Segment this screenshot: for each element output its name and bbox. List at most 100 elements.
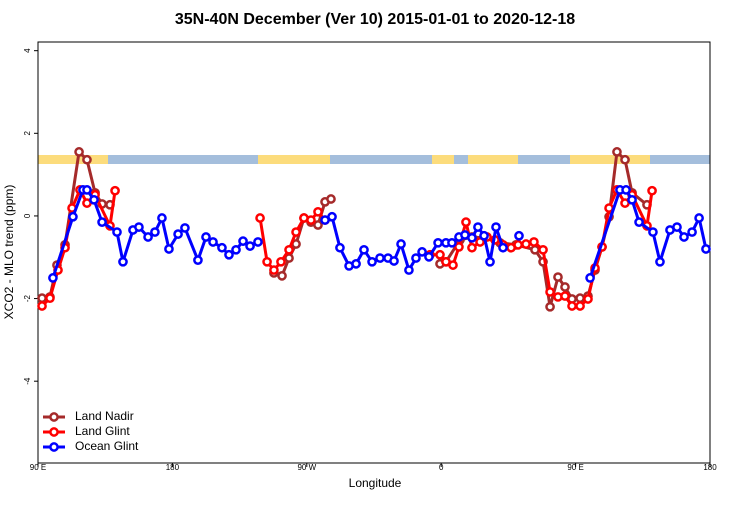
point: [575, 301, 585, 311]
point: [435, 249, 445, 260]
x-tick-label: 0: [439, 463, 444, 472]
point: [567, 301, 577, 311]
point: [313, 220, 323, 230]
point: [217, 242, 227, 253]
point: [417, 247, 427, 257]
point: [313, 206, 323, 217]
point: [583, 294, 593, 304]
point: [647, 185, 657, 196]
point: [306, 215, 316, 225]
point: [37, 301, 47, 311]
point: [529, 237, 539, 247]
x-tick-label: 180: [166, 463, 180, 472]
point: [45, 293, 55, 304]
point: [521, 239, 531, 249]
point: [672, 222, 682, 232]
point: [164, 244, 174, 254]
point: [560, 282, 570, 292]
point: [173, 229, 183, 239]
point: [627, 194, 637, 205]
point: [396, 239, 406, 249]
point: [157, 213, 167, 223]
point: [461, 217, 471, 227]
point: [485, 256, 495, 267]
point: [143, 232, 153, 242]
y-tick-label: 2: [23, 131, 32, 136]
point: [327, 211, 337, 222]
point: [291, 227, 301, 237]
point: [110, 185, 120, 196]
point: [82, 154, 92, 165]
point: [514, 230, 524, 241]
point: [424, 251, 434, 262]
point: [208, 237, 218, 247]
y-axis-label: XCO2 - MLO trend (ppm): [2, 185, 16, 320]
point: [648, 227, 658, 237]
point: [467, 242, 477, 253]
point: [112, 227, 122, 237]
point: [150, 227, 160, 237]
point: [621, 185, 631, 195]
point: [448, 260, 458, 270]
point: [513, 240, 523, 250]
point: [255, 213, 265, 223]
point: [454, 242, 464, 252]
point: [538, 244, 548, 255]
point: [245, 241, 255, 251]
point: [701, 244, 711, 254]
chart-title: 35N-40N December (Ver 10) 2015-01-01 to …: [175, 11, 575, 28]
y-tick-label: 0: [23, 213, 32, 218]
point: [82, 185, 92, 195]
point: [404, 265, 414, 275]
point: [134, 222, 144, 232]
point: [491, 222, 501, 232]
y-tick-label: -2: [23, 294, 32, 302]
legend-label: Land Glint: [75, 424, 130, 438]
point: [97, 217, 107, 227]
point: [180, 223, 190, 233]
point: [74, 147, 84, 157]
point: [326, 194, 336, 204]
point: [694, 213, 704, 223]
point: [655, 256, 665, 267]
point: [367, 256, 377, 267]
point: [238, 236, 248, 246]
surface-strip: [38, 155, 710, 164]
x-tick-label: 90 E: [567, 463, 583, 472]
point: [359, 244, 369, 255]
point: [335, 242, 345, 253]
x-tick-label: 180: [703, 463, 717, 472]
y-tick-label: -4: [23, 377, 32, 385]
point: [231, 244, 241, 255]
legend-marker: [49, 412, 59, 422]
point: [553, 272, 563, 282]
point: [284, 244, 294, 255]
point: [634, 217, 644, 227]
point: [575, 293, 585, 304]
point: [253, 237, 263, 247]
point: [447, 237, 457, 248]
point: [467, 232, 477, 243]
point: [679, 232, 689, 242]
point: [276, 256, 286, 267]
plot-frame: [37, 41, 711, 464]
x-tick-label: 90 E: [30, 463, 46, 472]
point: [687, 227, 697, 237]
y-tick-label: 4: [23, 48, 32, 53]
point: [262, 256, 272, 267]
x-axis-label: Longitude: [349, 476, 402, 490]
point: [479, 230, 489, 241]
legend-label: Ocean Glint: [75, 439, 139, 453]
point: [473, 222, 483, 232]
legend-label: Land Nadir: [75, 409, 134, 423]
point: [530, 244, 540, 255]
point: [89, 194, 99, 205]
point: [411, 253, 421, 263]
legend-marker: [49, 427, 59, 437]
x-tick-label: 90 W: [297, 463, 316, 472]
legend-marker: [49, 442, 59, 452]
point: [68, 211, 78, 222]
point: [193, 255, 203, 265]
